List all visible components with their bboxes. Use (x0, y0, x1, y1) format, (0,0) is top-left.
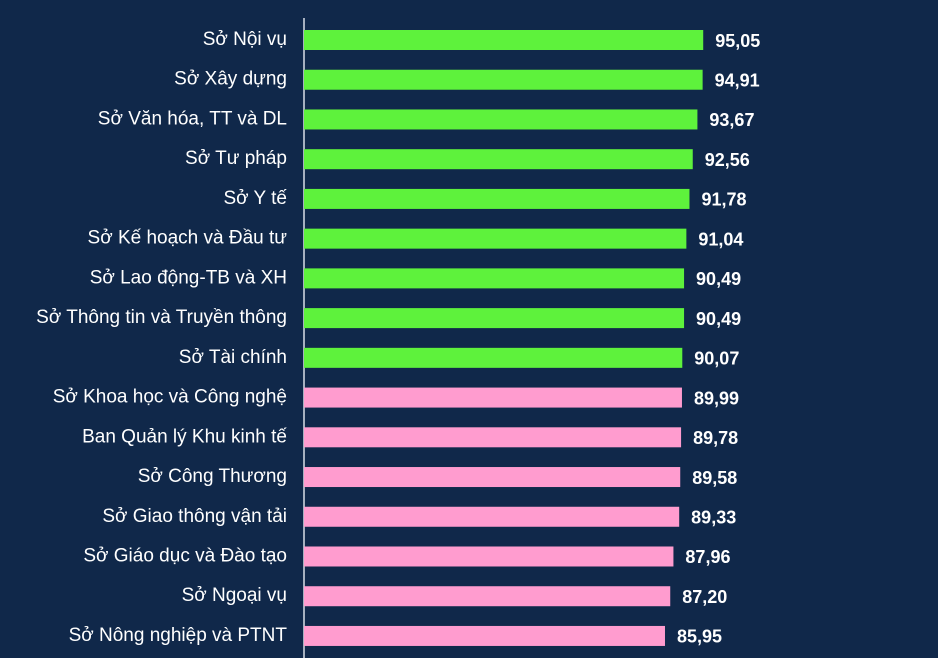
value-label: 95,05 (715, 31, 760, 51)
category-label: Sở Nội vụ (203, 29, 287, 50)
value-label: 92,56 (705, 150, 750, 170)
category-label: Sở Nông nghiệp và PTNT (69, 625, 288, 646)
category-label: Sở Tài chính (179, 347, 287, 368)
bar (304, 268, 685, 289)
value-label: 89,33 (691, 508, 736, 528)
bar (304, 586, 671, 607)
category-label: Sở Thông tin và Truyền thông (36, 307, 287, 328)
bar (304, 69, 703, 90)
category-label: Sở Công Thương (138, 466, 287, 487)
value-label: 91,04 (698, 229, 743, 249)
value-label: 93,67 (709, 110, 754, 130)
bar (304, 347, 683, 368)
bar (304, 467, 681, 488)
bar (304, 546, 674, 567)
bar (304, 308, 685, 329)
value-label: 90,49 (696, 269, 741, 289)
category-label: Sở Ngoại vụ (182, 585, 287, 606)
category-label: Sở Giao thông vận tải (102, 506, 287, 527)
category-label: Ban Quản lý Khu kinh tế (82, 426, 287, 447)
bar (304, 387, 682, 408)
category-label: Sở Y tế (223, 188, 287, 209)
category-label: Sở Văn hóa, TT và DL (98, 108, 287, 129)
value-label: 87,96 (685, 547, 730, 567)
value-label: 89,99 (694, 388, 739, 408)
value-label: 89,58 (692, 468, 737, 488)
bar (304, 188, 690, 209)
value-label: 87,20 (682, 587, 727, 607)
value-label: 90,07 (694, 349, 739, 369)
category-label: Sở Tư pháp (185, 148, 287, 169)
category-label: Sở Khoa học và Công nghệ (53, 387, 287, 408)
bar (304, 109, 698, 130)
bar (304, 149, 693, 170)
value-label: 91,78 (701, 190, 746, 210)
category-label: Sở Lao động-TB và XH (90, 267, 287, 288)
bar (304, 506, 680, 527)
category-label: Sở Xây dựng (174, 69, 287, 90)
value-label: 85,95 (677, 627, 722, 647)
value-label: 94,91 (715, 70, 760, 90)
category-label: Sở Kế hoạch và Đầu tư (88, 228, 288, 249)
bar (304, 228, 687, 249)
category-label: Sở Giáo dục và Đào tạo (83, 546, 287, 567)
bar (304, 625, 665, 646)
value-label: 89,78 (693, 428, 738, 448)
bar (304, 30, 704, 50)
bar (304, 427, 682, 448)
value-label: 90,49 (696, 309, 741, 329)
